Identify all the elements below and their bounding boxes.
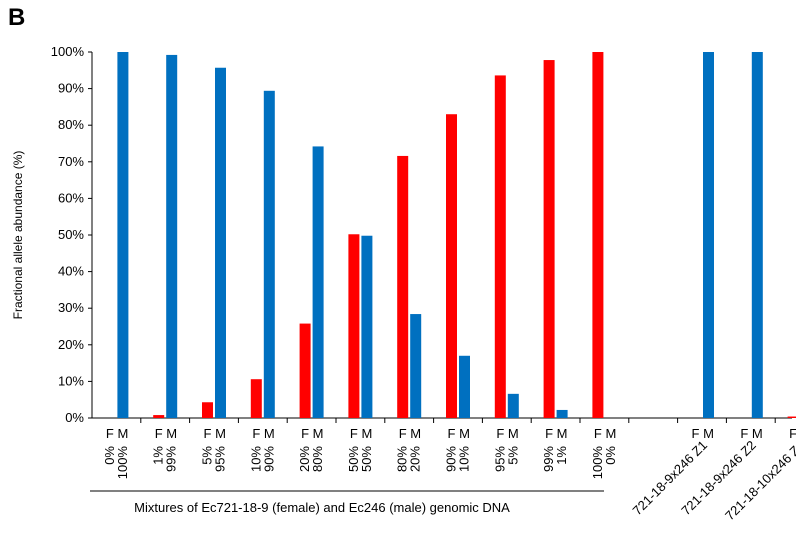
female-pct-label: 95%	[492, 446, 507, 472]
bar-label-m: M	[117, 426, 128, 441]
female-pct-label: 80%	[395, 446, 410, 472]
female-pct-label: 99%	[541, 446, 556, 472]
bar-label-f: F	[448, 426, 456, 441]
x-axis-title: Mixtures of Ec721-18-9 (female) and Ec24…	[134, 500, 510, 515]
male-bar	[312, 146, 324, 419]
bar-label-f: F	[789, 426, 796, 441]
bar-label-m: M	[605, 426, 616, 441]
y-tick-label: 0%	[65, 410, 84, 425]
bar-label-f: F	[252, 426, 260, 441]
female-bar	[446, 114, 457, 418]
male-pct-label: 99%	[164, 446, 179, 472]
male-pct-label: 100%	[115, 446, 130, 480]
male-bar	[556, 409, 568, 418]
bar-label-m: M	[752, 426, 763, 441]
female-bar	[787, 416, 796, 418]
female-bar	[397, 155, 409, 418]
bar-label-m: M	[215, 426, 226, 441]
bar-label-m: M	[313, 426, 324, 441]
y-tick-label: 80%	[58, 117, 84, 132]
male-bar	[263, 90, 275, 419]
bar-label-m: M	[361, 426, 372, 441]
female-bar	[153, 415, 165, 418]
male-bar	[410, 314, 422, 418]
male-bar	[215, 67, 226, 418]
bar-label-m: M	[166, 426, 177, 441]
bar-label-f: F	[740, 426, 748, 441]
male-bar	[703, 52, 714, 418]
female-bar	[299, 323, 311, 418]
male-bar	[507, 393, 519, 418]
bar-label-m: M	[557, 426, 568, 441]
y-tick-label: 60%	[58, 190, 84, 205]
bar-label-m: M	[703, 426, 714, 441]
male-pct-label: 95%	[213, 446, 228, 472]
male-pct-label: 10%	[457, 446, 472, 472]
female-pct-label: 0%	[102, 446, 117, 465]
bar-label-f: F	[301, 426, 309, 441]
male-pct-label: 80%	[310, 446, 325, 472]
female-pct-label: 20%	[297, 446, 312, 472]
bar-label-m: M	[410, 426, 421, 441]
male-bar	[117, 52, 129, 418]
male-pct-label: 50%	[359, 446, 374, 472]
bar-label-f: F	[350, 426, 358, 441]
female-bar	[348, 234, 360, 418]
female-pct-label: 90%	[444, 446, 459, 472]
male-pct-label: 90%	[261, 446, 276, 472]
bar-label-f: F	[155, 426, 163, 441]
y-tick-label: 20%	[58, 337, 84, 352]
bar-label-m: M	[508, 426, 519, 441]
y-tick-label: 90%	[58, 81, 84, 96]
bar-label-f: F	[106, 426, 114, 441]
bar-label-f: F	[545, 426, 553, 441]
bar-label-f: F	[399, 426, 407, 441]
female-bar	[592, 52, 604, 418]
female-pct-label: 1%	[151, 446, 166, 465]
y-tick-label: 10%	[58, 373, 84, 388]
y-tick-label: 70%	[58, 154, 84, 169]
y-tick-label: 100%	[51, 44, 85, 59]
female-pct-label: 100%	[590, 446, 605, 480]
bar-label-f: F	[204, 426, 212, 441]
male-pct-label: 5%	[505, 446, 520, 465]
female-pct-label: 50%	[346, 446, 361, 472]
female-pct-label: 5%	[200, 446, 215, 465]
female-bar	[543, 60, 555, 418]
male-pct-label: 20%	[408, 446, 423, 472]
panel-label: B	[8, 4, 26, 31]
bar-label-m: M	[459, 426, 470, 441]
y-tick-label: 50%	[58, 227, 84, 242]
female-pct-label: 10%	[248, 446, 263, 472]
y-tick-label: 40%	[58, 264, 84, 279]
bar-label-f: F	[496, 426, 504, 441]
sample-label: 721-18-10x246 Z1	[722, 438, 796, 524]
y-tick-label: 30%	[58, 300, 84, 315]
male-bar	[361, 235, 373, 418]
male-bar	[166, 54, 178, 418]
male-pct-label: 0%	[603, 446, 618, 465]
female-bar	[250, 379, 262, 418]
male-pct-label: 1%	[554, 446, 569, 465]
bar-label-f: F	[594, 426, 602, 441]
bar-label-m: M	[264, 426, 275, 441]
male-bar	[459, 355, 470, 418]
female-bar	[494, 75, 506, 418]
male-bar	[751, 52, 763, 418]
female-bar	[202, 402, 213, 418]
bar-label-f: F	[692, 426, 700, 441]
y-axis-title: Fractional allele abundance (%)	[11, 151, 25, 320]
